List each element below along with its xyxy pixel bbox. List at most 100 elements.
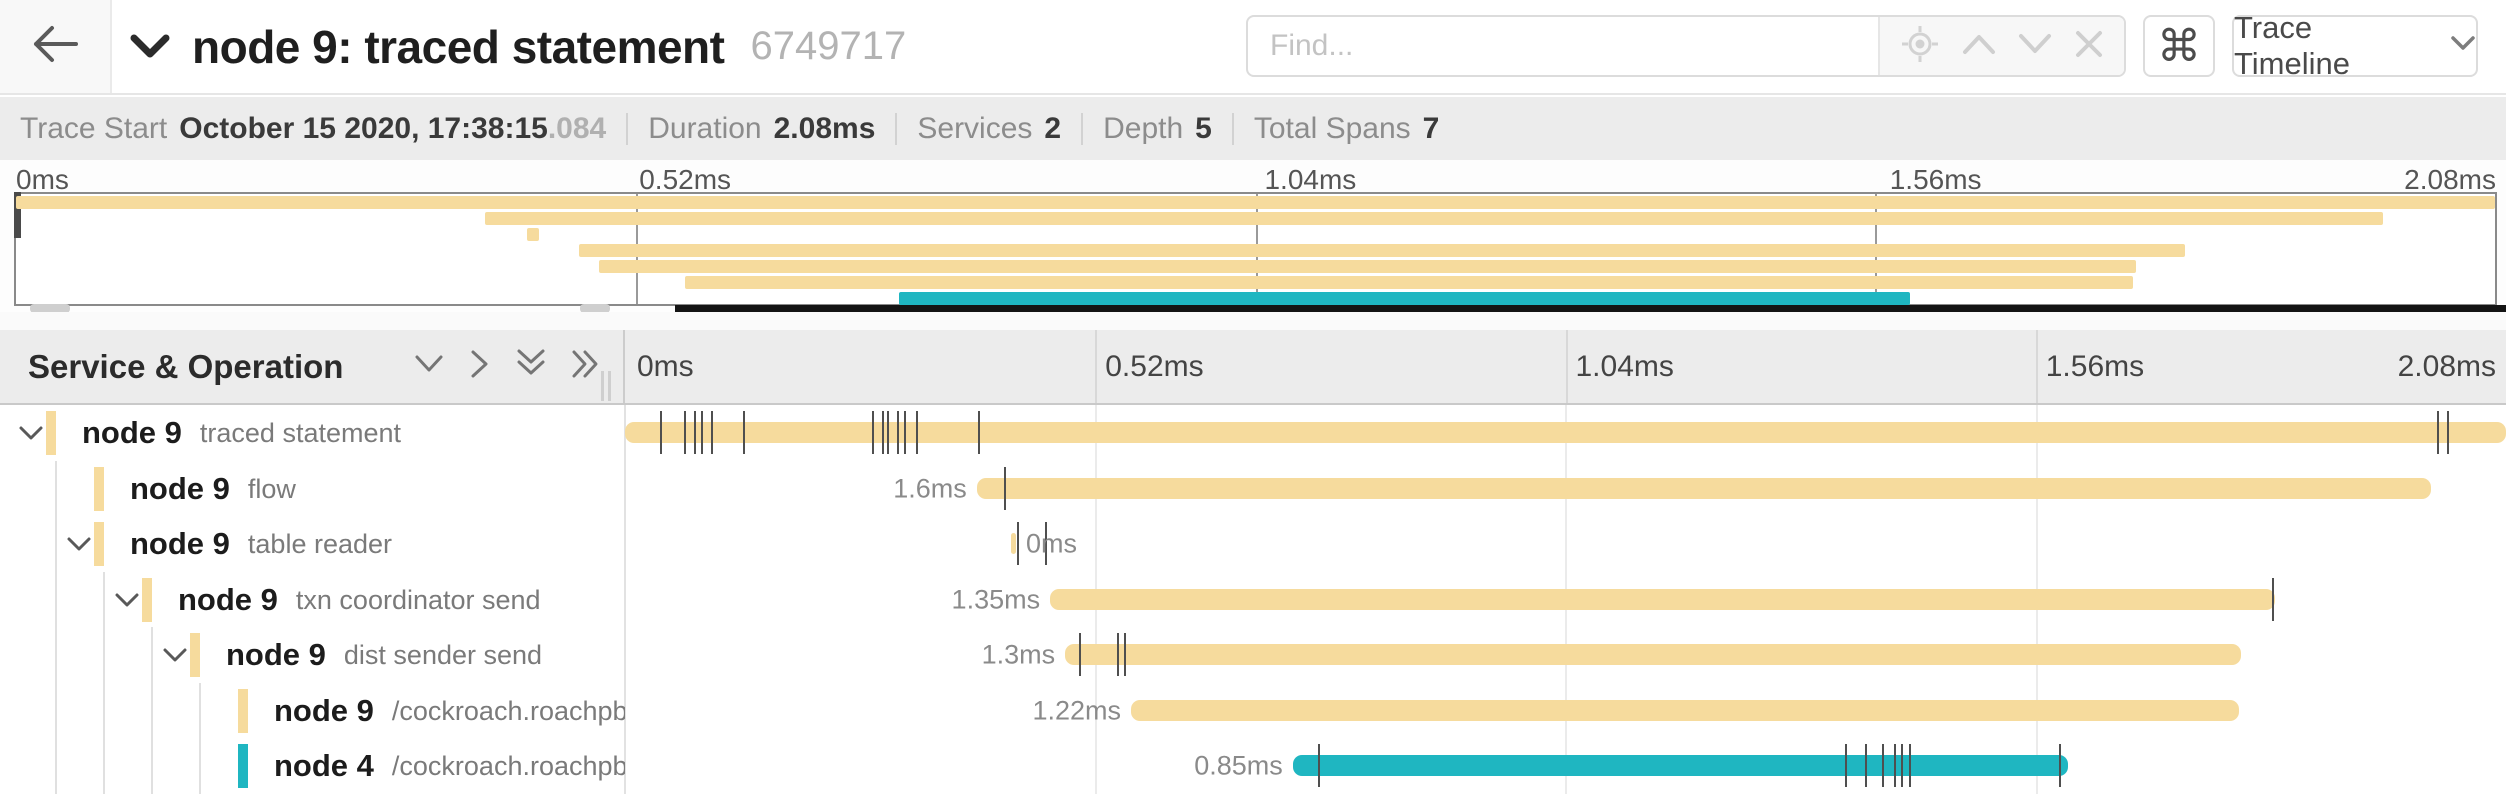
span-row[interactable]: node 9 table reader 0ms xyxy=(0,516,2506,572)
span-log-marker[interactable] xyxy=(742,411,745,454)
service-color-strip xyxy=(46,411,56,455)
chevron-up-icon[interactable] xyxy=(1961,32,1997,61)
service-color-strip xyxy=(94,522,104,566)
span-log-marker[interactable] xyxy=(904,411,907,454)
back-button[interactable] xyxy=(0,0,112,93)
span-duration-bar[interactable] xyxy=(1130,700,2239,721)
span-log-marker[interactable] xyxy=(1908,744,1911,787)
span-tree-cell: node 9 table reader xyxy=(0,516,625,572)
span-log-marker[interactable] xyxy=(710,411,713,454)
span-log-marker[interactable] xyxy=(1079,633,1082,676)
span-log-marker[interactable] xyxy=(887,411,890,454)
span-log-marker[interactable] xyxy=(1893,744,1896,787)
span-log-marker[interactable] xyxy=(2271,578,2274,621)
span-tree-cell: node 9 traced statement xyxy=(0,405,625,461)
span-tree-item: node 9/cockroach.roachpb.I… xyxy=(208,683,625,739)
span-rows: node 9 traced statement node 9 flow 1.6ms nod… xyxy=(0,405,2506,794)
minimap-span-bar xyxy=(16,196,2495,209)
span-tree-item: node 9 traced statement xyxy=(16,405,401,461)
chevron-down-icon[interactable] xyxy=(130,34,170,60)
indent-guide xyxy=(55,627,57,683)
span-log-marker[interactable] xyxy=(1017,522,1020,565)
span-duration-bar[interactable] xyxy=(1050,589,2275,610)
span-log-marker[interactable] xyxy=(684,411,687,454)
indent-guide xyxy=(103,627,105,683)
operation-name: dist sender send xyxy=(343,639,543,670)
minimap-scroll-thumb[interactable] xyxy=(675,305,2506,312)
chevron-down-icon[interactable] xyxy=(112,585,142,615)
minimap-canvas[interactable] xyxy=(14,192,2497,306)
span-duration-bar[interactable] xyxy=(625,422,2506,443)
span-row[interactable]: node 9/cockroach.roachpb.I… 1.22ms xyxy=(0,683,2506,739)
summary-divider xyxy=(895,112,898,145)
summary-label: Trace Start xyxy=(20,111,168,145)
span-log-marker[interactable] xyxy=(872,411,875,454)
summary-value: 2 xyxy=(1044,111,1062,145)
keyboard-shortcuts-button[interactable]: ⌘ xyxy=(2143,15,2215,77)
span-log-marker[interactable] xyxy=(1116,633,1119,676)
span-log-marker[interactable] xyxy=(896,411,899,454)
span-log-marker[interactable] xyxy=(1318,744,1321,787)
minimap-tick-label: 1.56ms xyxy=(1889,164,1982,195)
span-log-marker[interactable] xyxy=(881,411,884,454)
summary-label: Duration xyxy=(648,111,762,145)
minimap-range-handle[interactable] xyxy=(30,304,70,313)
span-duration-bar[interactable] xyxy=(1292,755,2068,776)
collapse-all-icon[interactable] xyxy=(514,347,548,386)
span-log-marker[interactable] xyxy=(977,411,980,454)
chevron-down-icon[interactable] xyxy=(2017,32,2053,61)
span-row[interactable]: node 9 flow 1.6ms xyxy=(0,461,2506,517)
span-log-marker[interactable] xyxy=(1844,744,1847,787)
span-tree-cell: node 9 txn coordinator send xyxy=(0,572,625,628)
span-duration-label: 0.85ms xyxy=(1194,750,1283,781)
collapse-one-icon[interactable] xyxy=(412,352,446,381)
span-log-marker[interactable] xyxy=(1003,467,1006,510)
span-log-marker[interactable] xyxy=(2059,744,2062,787)
find-input[interactable] xyxy=(1248,17,1878,75)
service-name: node 9 xyxy=(130,526,230,561)
summary-label: Services xyxy=(917,111,1033,145)
service-color-strip xyxy=(238,744,248,788)
span-duration-bar[interactable] xyxy=(1065,644,2241,665)
span-tree-cell: node 9 dist sender send xyxy=(0,627,625,683)
locate-icon[interactable] xyxy=(1900,24,1940,69)
span-log-marker[interactable] xyxy=(1901,744,1904,787)
operation-name: /cockroach.roachpb.I… xyxy=(391,695,625,726)
span-log-marker[interactable] xyxy=(693,411,696,454)
span-row[interactable]: node 9 traced statement xyxy=(0,405,2506,461)
span-row[interactable]: node 9 dist sender send 1.3ms xyxy=(0,627,2506,683)
minimap-tick-label: 1.04ms xyxy=(1264,164,1357,195)
expand-all-icon[interactable] xyxy=(570,347,604,386)
minimap-range-handle[interactable] xyxy=(580,304,610,313)
chevron-down-icon[interactable] xyxy=(160,640,190,670)
indent-guide xyxy=(103,738,105,794)
minimap-scrubber-handle[interactable] xyxy=(14,192,21,238)
column-resizer-grip[interactable] xyxy=(601,371,611,401)
expand-one-icon[interactable] xyxy=(468,347,492,386)
span-timeline-cell: 0.85ms xyxy=(625,738,2506,794)
close-icon[interactable] xyxy=(2074,29,2104,64)
span-log-marker[interactable] xyxy=(701,411,704,454)
view-selector-button[interactable]: Trace Timeline xyxy=(2232,10,2478,81)
span-log-marker[interactable] xyxy=(915,411,918,454)
span-log-marker[interactable] xyxy=(2446,411,2449,454)
chevron-down-icon[interactable] xyxy=(16,418,46,448)
span-timeline-cell: 1.6ms xyxy=(625,461,2506,517)
summary-label: Total Spans xyxy=(1253,111,1411,145)
view-selector-label: Trace Timeline xyxy=(2234,10,2350,81)
indent-guide xyxy=(55,516,57,572)
span-log-marker[interactable] xyxy=(2437,411,2440,454)
span-log-marker[interactable] xyxy=(1865,744,1868,787)
span-row[interactable]: node 4/cockroach.roachpb.I… 0.85ms xyxy=(0,738,2506,794)
chevron-down-icon[interactable] xyxy=(64,529,94,559)
span-log-marker[interactable] xyxy=(659,411,662,454)
service-color-strip xyxy=(94,467,104,511)
span-log-marker[interactable] xyxy=(1045,522,1048,565)
indent-guide xyxy=(199,738,201,794)
span-log-marker[interactable] xyxy=(1882,744,1885,787)
span-row[interactable]: node 9 txn coordinator send 1.35ms xyxy=(0,572,2506,628)
span-duration-bar[interactable] xyxy=(1010,533,1017,554)
span-tree-item: node 9 flow xyxy=(64,461,296,517)
span-log-marker[interactable] xyxy=(1124,633,1127,676)
span-duration-bar[interactable] xyxy=(976,478,2431,499)
